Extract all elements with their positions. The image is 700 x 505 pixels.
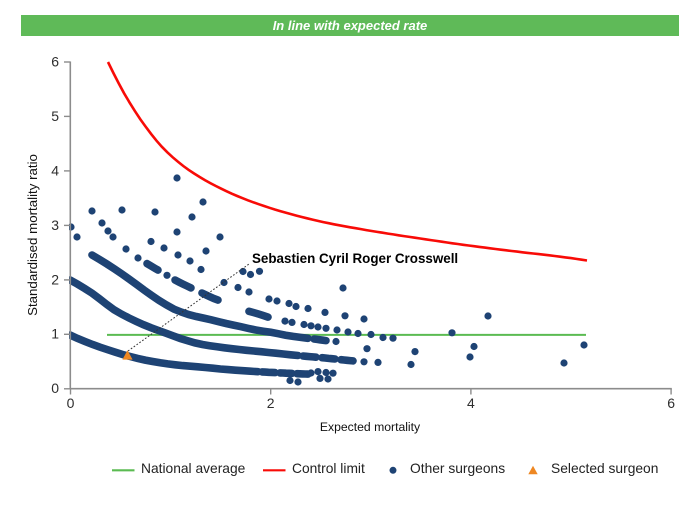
svg-text:5: 5 — [51, 108, 59, 124]
svg-text:Standardised mortality ratio: Standardised mortality ratio — [25, 154, 40, 316]
svg-text:4: 4 — [51, 162, 59, 178]
svg-text:0: 0 — [67, 395, 75, 411]
svg-text:2: 2 — [267, 395, 275, 411]
svg-text:2: 2 — [51, 271, 59, 287]
svg-text:Sebastien Cyril Roger Crosswel: Sebastien Cyril Roger Crosswell — [252, 251, 458, 266]
svg-text:Control limit: Control limit — [292, 461, 365, 476]
svg-text:0: 0 — [51, 380, 59, 396]
svg-text:6: 6 — [51, 53, 59, 69]
svg-text:6: 6 — [667, 395, 675, 411]
svg-text:Other surgeons: Other surgeons — [410, 461, 505, 476]
svg-text:Expected mortality: Expected mortality — [320, 420, 421, 434]
svg-text:National average: National average — [141, 461, 246, 476]
svg-text:Selected surgeon: Selected surgeon — [551, 461, 658, 476]
svg-text:3: 3 — [51, 217, 59, 233]
svg-text:In line with expected rate: In line with expected rate — [273, 18, 428, 33]
svg-text:4: 4 — [467, 395, 475, 411]
svg-text:1: 1 — [51, 326, 59, 342]
